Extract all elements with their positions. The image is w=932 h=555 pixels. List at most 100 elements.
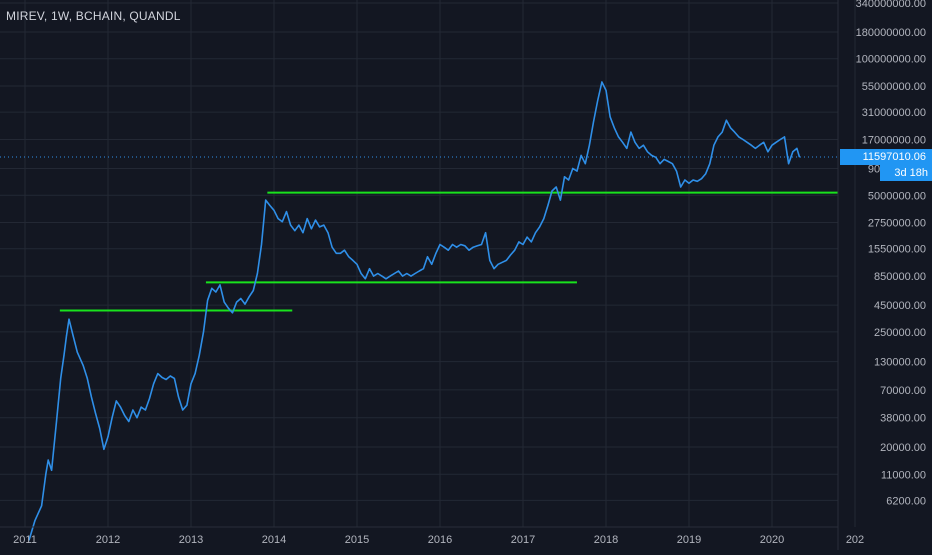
series-point [252,289,254,292]
x-tick-label: 2015 [345,534,369,546]
series-point [725,119,728,121]
series-point [381,275,383,277]
series-point [244,303,246,305]
series-point [597,99,599,102]
series-point [177,396,180,398]
series-point [754,147,757,149]
series-layer [28,81,801,541]
series-point [65,335,68,337]
series-point [431,263,433,265]
series-point [783,136,786,138]
series-point [447,249,449,251]
series-point [422,268,424,270]
series-point [86,377,88,379]
series-point [310,228,312,230]
series-point [140,406,142,408]
x-tick-label: 2013 [179,534,203,546]
series-point [302,232,304,234]
y-tick-label: 55000000.00 [862,81,926,93]
series-point [406,272,408,275]
series-point [63,354,65,356]
series-point [335,252,337,254]
series-point [456,246,458,248]
series-point [750,144,752,146]
series-point [651,154,653,156]
series-point [497,263,499,265]
series-point [738,136,740,138]
series-point [439,243,441,246]
series-point [348,256,350,258]
x-tick-label: 2014 [262,534,286,546]
series-point [572,167,574,170]
y-tick-label: 6200.00 [886,495,926,507]
y-tick-label: 130000.00 [874,357,926,369]
y-tick-label: 11000.00 [881,469,926,481]
series-point [518,241,520,243]
series-point [709,163,711,165]
y-tick-label: 5000000.00 [868,190,926,202]
series-point [103,448,105,450]
series-point [410,275,412,277]
series-point [501,261,503,263]
series-point [186,404,188,406]
series-point [219,284,221,286]
series-point [617,136,620,138]
series-point [779,138,781,141]
series-point [555,186,557,188]
symbol-title[interactable]: MIREV, 1W, BCHAIN, QUANDL [6,9,181,23]
series-point [173,377,175,379]
last-price-badge: 11597010.06 [840,148,932,165]
series-point [45,473,47,475]
series-point [472,246,474,248]
series-point [775,141,777,143]
series-point [136,417,138,419]
series-point [215,291,217,293]
y-tick-label: 850000.00 [874,271,926,283]
series-point [767,151,769,153]
series-point [667,160,669,163]
x-tick-label: 202 [846,534,864,546]
x-tick-label: 2016 [428,534,452,546]
series-point [115,400,117,402]
series-point [202,331,205,333]
series-point [161,376,163,378]
series-point [729,127,732,129]
series-point [671,163,674,165]
y-tick-label: 340000000.00 [856,0,926,10]
series-point [153,383,155,385]
series-point [99,427,101,430]
series-point [522,243,524,246]
series-point [692,179,694,181]
series-point [343,249,346,251]
x-tick-label: 2019 [677,534,701,546]
series-point [231,312,234,314]
series-point [489,259,491,261]
series-point [559,199,562,201]
series-point [119,406,122,408]
series-point [684,179,686,181]
series-point [626,147,628,149]
series-point [194,373,196,375]
y-tick-label: 31000000.00 [862,107,926,119]
series-point [260,243,263,246]
series-point [713,144,715,146]
series-point [451,243,454,246]
series-point [418,270,420,272]
series-point [94,412,97,414]
series-point [758,144,761,146]
series-point [373,275,375,277]
series-point [696,180,698,182]
series-point [256,272,258,275]
series-point [717,136,719,138]
series-point [385,278,387,280]
series-point [622,141,624,143]
y-tick-label: 1550000.00 [868,244,926,256]
series-point [397,270,400,272]
series-point [207,299,209,301]
series-point [298,224,300,226]
series-point [543,218,545,220]
series-point [485,232,487,234]
x-tick-label: 2011 [13,534,37,546]
